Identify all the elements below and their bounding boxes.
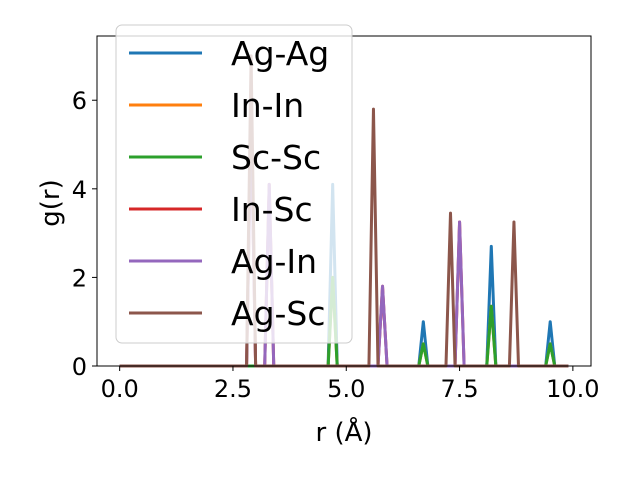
legend: Ag-Ag In-In Sc-Sc In-Sc Ag-In Ag-Sc <box>115 24 353 344</box>
y-tick-label: 0 <box>72 353 87 381</box>
y-tick-label: 6 <box>72 87 87 115</box>
x-tick-label: 7.5 <box>440 375 478 403</box>
legend-label: Ag-Ag <box>231 34 329 73</box>
x-tick-label: 2.5 <box>214 375 252 403</box>
x-tick-label: 10.0 <box>546 375 599 403</box>
y-axis: 0 2 4 6 <box>72 87 97 381</box>
y-tick-label: 4 <box>72 176 87 204</box>
x-tick-label: 5.0 <box>327 375 365 403</box>
legend-label: Sc-Sc <box>231 138 321 177</box>
legend-label: In-Sc <box>231 190 313 229</box>
x-tick-label: 0.0 <box>101 375 139 403</box>
x-axis-label: r (Å) <box>315 416 372 448</box>
legend-label: Ag-Sc <box>231 294 326 333</box>
y-axis-label: g(r) <box>36 179 66 226</box>
legend-label: In-In <box>231 86 304 125</box>
legend-label: Ag-In <box>231 242 317 281</box>
x-axis: 0.0 2.5 5.0 7.5 10.0 <box>101 366 600 403</box>
y-tick-label: 2 <box>72 264 87 292</box>
